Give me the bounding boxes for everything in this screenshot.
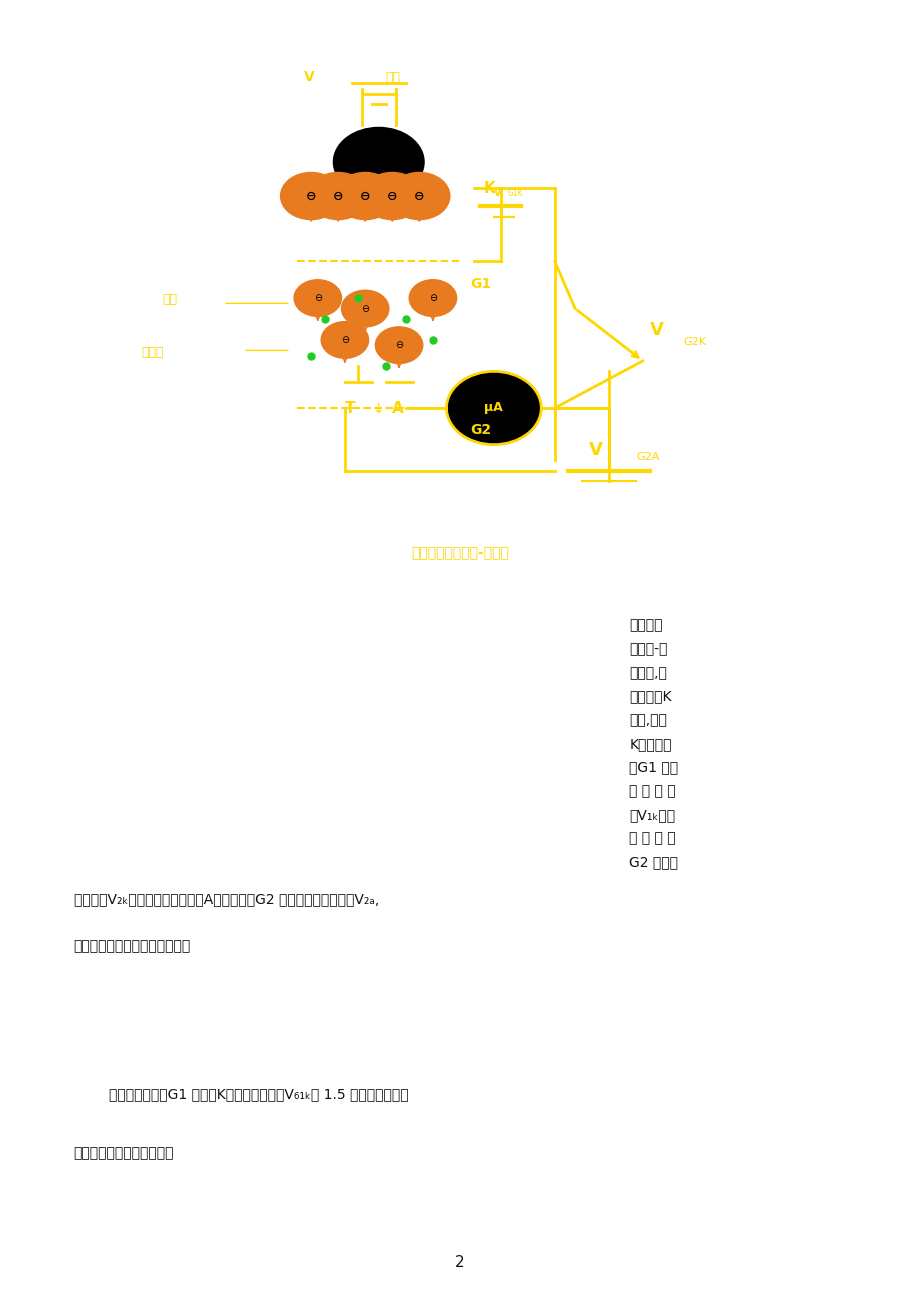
- Text: 第 二 栅 极: 第 二 栅 极: [629, 832, 675, 845]
- Text: G2A: G2A: [635, 452, 659, 462]
- Circle shape: [294, 280, 341, 316]
- Text: A: A: [391, 401, 403, 417]
- Text: V: V: [205, 624, 221, 643]
- Text: ⊖: ⊖: [305, 190, 316, 203]
- Text: 管内空间电位分布如图二所示：: 管内空间电位分布如图二所示：: [74, 939, 190, 953]
- Text: ↓: ↓: [371, 402, 383, 417]
- Text: ⊖: ⊖: [340, 335, 348, 345]
- Text: V: V: [588, 441, 602, 460]
- Text: G2: G2: [407, 852, 432, 870]
- Text: 氩原子: 氩原子: [142, 345, 165, 358]
- Text: 注意：第一栅极G1 和阴极K之间的加速电压V₆₁ₖ约 1.5 伏的电压，用于: 注意：第一栅极G1 和阴极K之间的加速电压V₆₁ₖ约 1.5 伏的电压，用于: [74, 1087, 408, 1101]
- Text: 消除阴极电子散射的影响。: 消除阴极电子散射的影响。: [74, 1146, 174, 1160]
- Text: G2: G2: [470, 423, 491, 437]
- Circle shape: [389, 172, 449, 220]
- Text: ⊖: ⊖: [313, 293, 322, 303]
- Text: K: K: [483, 181, 495, 197]
- Text: 灯丝: 灯丝: [385, 70, 400, 83]
- Text: 极G1 之间: 极G1 之间: [629, 760, 677, 775]
- Text: 兹管中,电: 兹管中,电: [629, 665, 666, 680]
- Text: K和第一栅: K和第一栅: [629, 737, 671, 751]
- Text: T: T: [345, 401, 355, 417]
- Text: 压V₁ₖ及与: 压V₁ₖ及与: [629, 807, 675, 822]
- Text: ⊖: ⊖: [359, 190, 370, 203]
- Text: 图二：夫兰克-赫兹管管内空间电位分布: 图二：夫兰克-赫兹管管内空间电位分布: [310, 866, 425, 876]
- Text: G1K: G1K: [507, 189, 523, 198]
- Text: ⊖: ⊖: [361, 303, 369, 314]
- Text: 加速电压V₂ₖ使电子加速。在板极A和第二栅极G2 之间可设置减速电压V₂ₐ,: 加速电压V₂ₖ使电子加速。在板极A和第二栅极G2 之间可设置减速电压V₂ₐ,: [74, 892, 379, 906]
- Circle shape: [307, 172, 369, 220]
- Text: k: k: [180, 852, 192, 870]
- Text: $\mathbf{V_{G2k}}$: $\mathbf{V_{G2k}}$: [121, 669, 159, 689]
- Text: G2 之间的: G2 之间的: [629, 855, 677, 870]
- Circle shape: [280, 172, 341, 220]
- Text: 0: 0: [165, 841, 178, 859]
- Circle shape: [361, 172, 423, 220]
- Circle shape: [375, 327, 423, 363]
- Circle shape: [335, 172, 395, 220]
- Text: $\mathbf{V_{Ak}}$: $\mathbf{V_{Ak}}$: [121, 729, 151, 749]
- Text: ⊖: ⊖: [387, 190, 397, 203]
- Text: ⊖: ⊖: [333, 190, 343, 203]
- Text: V: V: [649, 320, 663, 339]
- Text: ⊖: ⊖: [428, 293, 437, 303]
- Text: μA: μA: [484, 401, 503, 414]
- Text: A: A: [505, 852, 519, 870]
- Text: X: X: [589, 824, 606, 844]
- Text: ⊖: ⊖: [394, 340, 403, 350]
- Text: 夫兰克-赫: 夫兰克-赫: [629, 642, 667, 656]
- Text: 电子: 电子: [162, 293, 176, 306]
- Text: 的 加 速 电: 的 加 速 电: [629, 784, 675, 798]
- Text: $\mathbf{V_{G2A}}$: $\mathbf{V_{G2A}}$: [368, 780, 413, 801]
- Circle shape: [341, 290, 389, 327]
- Text: 在充氩的: 在充氩的: [629, 618, 662, 633]
- Circle shape: [409, 280, 456, 316]
- Text: V: V: [494, 187, 501, 198]
- Circle shape: [446, 371, 540, 445]
- Text: G2K: G2K: [683, 337, 706, 348]
- Text: 发出,阴极: 发出,阴极: [629, 713, 666, 727]
- Text: V: V: [304, 70, 314, 83]
- Circle shape: [321, 322, 369, 358]
- Text: ⊖: ⊖: [414, 190, 425, 203]
- Text: 图一：夫兰克赫兹-原理图: 图一：夫兰克赫兹-原理图: [411, 546, 508, 560]
- Circle shape: [331, 125, 425, 199]
- Text: 2: 2: [455, 1255, 464, 1271]
- Text: 子由阴极K: 子由阴极K: [629, 690, 671, 703]
- Text: G1: G1: [470, 276, 491, 290]
